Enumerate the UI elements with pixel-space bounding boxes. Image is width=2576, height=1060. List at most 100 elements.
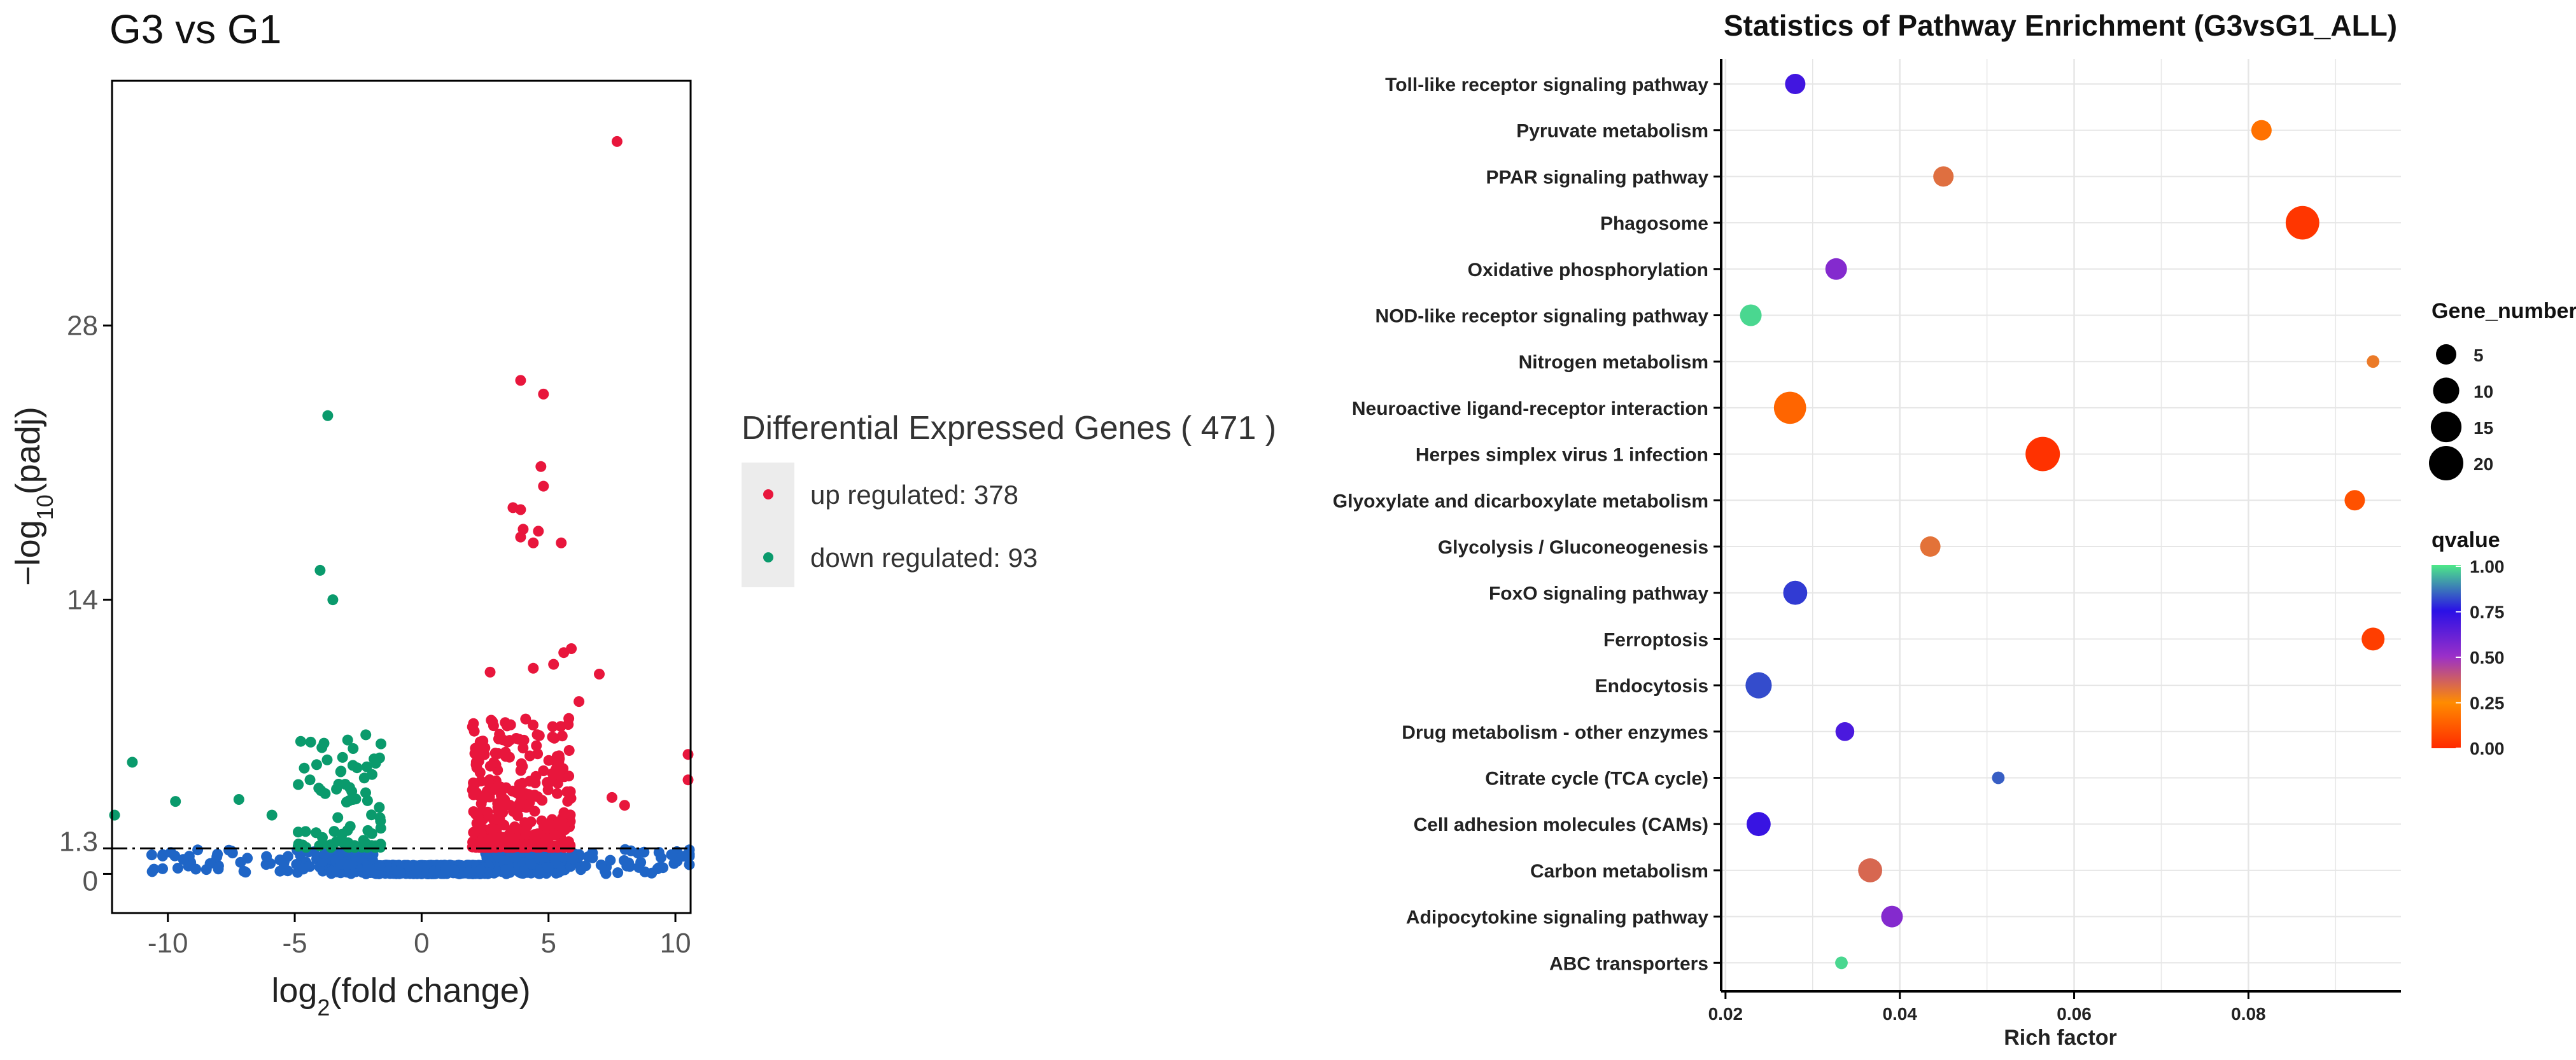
pathway-label: Toll-like receptor signaling pathway [1385, 74, 1708, 95]
up-regulated-point [504, 800, 516, 811]
gene-number-legend-label: 15 [2474, 418, 2493, 438]
pathway-bubble [1747, 812, 1771, 837]
down-regulated-point [358, 772, 370, 784]
legend-up-regulated-marker [763, 489, 773, 499]
pathway-bubble [1835, 722, 1855, 741]
volcano-legend: Differential Expressed Genes ( 471 ) up … [742, 410, 1276, 587]
volcano-legend-key-background [742, 463, 794, 587]
down-regulated-point [314, 564, 326, 576]
up-regulated-point [486, 715, 497, 726]
down-regulated-point [299, 762, 310, 774]
down-regulated-point [337, 751, 348, 763]
not-significant-point [242, 853, 253, 864]
up-regulated-point [611, 136, 623, 147]
volcano-x-tick-label: -5 [282, 928, 307, 959]
down-regulated-point [295, 736, 306, 747]
down-regulated-point [322, 410, 334, 421]
down-regulated-point [300, 826, 311, 837]
qvalue-legend-label: 1.00 [2470, 557, 2505, 576]
volcano-x-axis: -10 -5 0 5 10 [148, 913, 691, 959]
not-significant-point [260, 859, 272, 870]
gene-number-legend-marker [2430, 411, 2462, 443]
legend-down-regulated-label: down regulated: 93 [810, 543, 1038, 573]
not-significant-point [684, 851, 695, 862]
legend-down-regulated-marker [763, 552, 773, 562]
pathway-bubble [2025, 436, 2060, 471]
pathway-label: PPAR signaling pathway [1486, 167, 1709, 188]
pathway-label: Glyoxylate and dicarboxylate metabolism [1333, 491, 1708, 512]
pathway-bubble [1773, 391, 1806, 424]
up-regulated-point [515, 531, 526, 543]
not-significant-point [440, 863, 451, 874]
down-regulated-point [361, 761, 372, 772]
pathway-label: Phagosome [1600, 213, 1708, 234]
up-regulated-point [477, 736, 489, 747]
up-regulated-point [528, 662, 539, 674]
volcano-legend-title: Differential Expressed Genes ( 471 ) [742, 410, 1276, 447]
not-significant-point [157, 863, 168, 874]
up-regulated-point [538, 388, 549, 400]
not-significant-point [146, 866, 158, 877]
not-significant-point [213, 860, 224, 872]
down-regulated-point [374, 812, 386, 823]
up-regulated-point [682, 749, 694, 760]
pathway-label: Nitrogen metabolism [1519, 352, 1708, 373]
up-regulated-point [515, 375, 526, 386]
not-significant-point [365, 863, 376, 875]
down-regulated-point [170, 796, 181, 807]
pathway-label: Citrate cycle (TCA cycle) [1485, 769, 1708, 790]
up-regulated-point [482, 776, 494, 788]
up-regulated-point [538, 480, 549, 492]
up-regulated-point [517, 743, 529, 754]
up-regulated-point [562, 795, 574, 807]
pathway-bubble [2285, 206, 2319, 240]
not-significant-point [605, 854, 616, 866]
up-regulated-point [523, 789, 534, 800]
up-regulated-point [565, 786, 576, 797]
pathway-label: Endocytosis [1595, 676, 1708, 697]
down-regulated-point [341, 797, 352, 808]
pathway-label: Adipocytokine signaling pathway [1406, 907, 1708, 928]
up-regulated-point [476, 743, 488, 755]
down-regulated-point [293, 779, 304, 790]
down-regulated-point [351, 762, 363, 774]
down-regulated-point [127, 757, 138, 768]
volcano-x-tick-label: 10 [660, 928, 691, 959]
enrichment-x-tick-label: 0.02 [1708, 1004, 1743, 1024]
not-significant-point [619, 855, 630, 866]
gene-number-legend-label: 5 [2474, 345, 2484, 365]
enrichment-x-tick-label: 0.06 [2057, 1004, 2092, 1024]
not-significant-point [580, 860, 591, 872]
down-regulated-point [320, 788, 331, 799]
volcano-x-tick-label: -10 [148, 928, 188, 959]
up-regulated-point [468, 786, 479, 797]
up-regulated-point [552, 818, 563, 830]
pathway-label: FoxO signaling pathway [1489, 583, 1708, 604]
volcano-plot: G3 vs G1 -10 -5 0 5 10 0 1.3 14 28 log2(fold ch… [9, 6, 1276, 1021]
not-significant-point [652, 863, 663, 874]
down-regulated-point [358, 835, 369, 846]
up-regulated-point [491, 832, 503, 844]
volcano-y-tick-label: 1.3 [59, 826, 98, 857]
pathway-bubble [2361, 627, 2385, 651]
down-regulated-point [337, 837, 348, 848]
up-regulated-point [514, 779, 525, 790]
up-regulated-point [560, 824, 571, 835]
up-regulated-point [502, 720, 513, 732]
not-significant-point [157, 850, 168, 861]
not-significant-point [146, 849, 157, 861]
not-significant-point [635, 856, 647, 868]
down-regulated-point [342, 734, 353, 746]
down-regulated-point [344, 821, 356, 832]
not-significant-point [684, 859, 695, 870]
up-regulated-point [535, 461, 547, 472]
up-regulated-point [546, 776, 557, 786]
up-regulated-point [547, 731, 558, 743]
down-regulated-point [375, 823, 386, 834]
down-regulated-point [233, 794, 244, 805]
pathway-label: Oxidative phosphorylation [1468, 260, 1708, 281]
up-regulated-point [525, 839, 537, 851]
up-regulated-point [606, 792, 617, 803]
up-regulated-point [515, 504, 526, 515]
volcano-x-axis-title: log2(fold change) [271, 972, 530, 1021]
